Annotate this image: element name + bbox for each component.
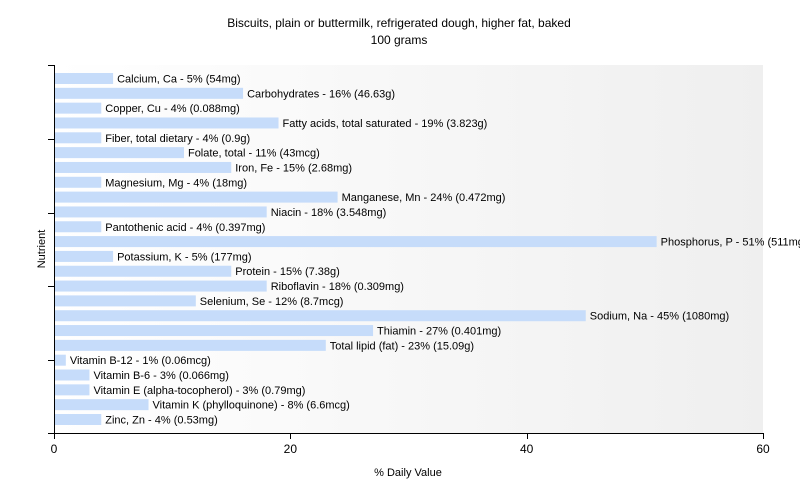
bar-label-2: Copper, Cu - 4% (0.088mg) [105,103,240,115]
bar-label-1: Carbohydrates - 16% (46.63g) [247,88,395,100]
bar-0 [55,73,114,84]
bar-label-5: Folate, total - 11% (43mcg) [188,148,320,160]
bar-label-19: Vitamin B-12 - 1% (0.06mcg) [70,355,211,367]
bar-21 [55,384,90,396]
bar-2 [55,102,102,114]
bar-label-16: Sodium, Na - 45% (1080mg) [590,311,729,323]
chart-title: Biscuits, plain or buttermilk, refrigera… [227,16,571,30]
bar-7 [55,176,102,188]
bars-group: Calcium, Ca - 5% (54mg) Carbohydrates - 1… [55,73,800,427]
bar-label-8: Manganese, Mn - 24% (0.472mg) [342,192,506,204]
bar-label-18: Total lipid (fat) - 23% (15.09g) [330,340,474,352]
bar-label-0: Calcium, Ca - 5% (54mg) [117,74,240,86]
bar-20 [55,369,90,381]
x-tick-label-3: 60 [756,442,770,456]
chart-subtitle: 100 grams [371,33,428,47]
x-tick-label-2: 40 [520,442,534,456]
bar-label-3: Fatty acids, total saturated - 19% (3.82… [283,118,488,130]
bar-label-22: Vitamin K (phylloquinone) - 8% (6.6mcg) [153,400,350,412]
axes-group: 0 20 40 60 [48,65,770,456]
bar-label-14: Riboflavin - 18% (0.309mg) [271,281,404,293]
bar-label-23: Zinc, Zn - 4% (0.53mg) [105,415,217,427]
bar-label-13: Protein - 15% (7.38g) [235,266,340,278]
bar-23 [55,414,102,425]
x-tick-label-0: 0 [51,442,58,456]
bar-label-10: Pantothenic acid - 4% (0.397mg) [105,222,265,234]
bar-12 [55,250,114,262]
y-axis-title: Nutrient [36,230,48,269]
bar-5 [55,147,184,159]
bar-label-17: Thiamin - 27% (0.401mg) [377,326,501,338]
bar-label-6: Iron, Fe - 15% (2.68mg) [235,162,352,174]
bar-label-20: Vitamin B-6 - 3% (0.066mg) [93,370,229,382]
bar-label-7: Magnesium, Mg - 4% (18mg) [105,177,247,189]
bar-18 [55,339,326,351]
bar-10 [55,221,102,233]
bar-label-12: Potassium, K - 5% (177mg) [117,251,252,263]
x-axis-title: % Daily Value [374,467,442,479]
bar-label-15: Selenium, Se - 12% (8.7mcg) [200,296,344,308]
bar-11 [55,236,657,248]
bar-label-21: Vitamin E (alpha-tocopherol) - 3% (0.79m… [93,385,305,397]
bar-14 [55,280,267,292]
bar-15 [55,295,196,307]
bar-16 [55,310,586,322]
bar-3 [55,117,279,129]
bar-label-11: Phosphorus, P - 51% (511mg) [661,237,800,249]
bar-19 [55,354,66,366]
bar-22 [55,399,149,411]
bar-8 [55,191,338,203]
bar-1 [55,87,244,99]
bar-label-9: Niacin - 18% (3.548mg) [271,207,387,219]
x-tick-label-1: 20 [284,442,298,456]
bar-4 [55,132,102,144]
bar-9 [55,206,267,218]
bar-17 [55,325,374,337]
bar-label-4: Fiber, total dietary - 4% (0.9g) [105,133,250,145]
bar-13 [55,265,232,277]
bar-6 [55,161,232,173]
